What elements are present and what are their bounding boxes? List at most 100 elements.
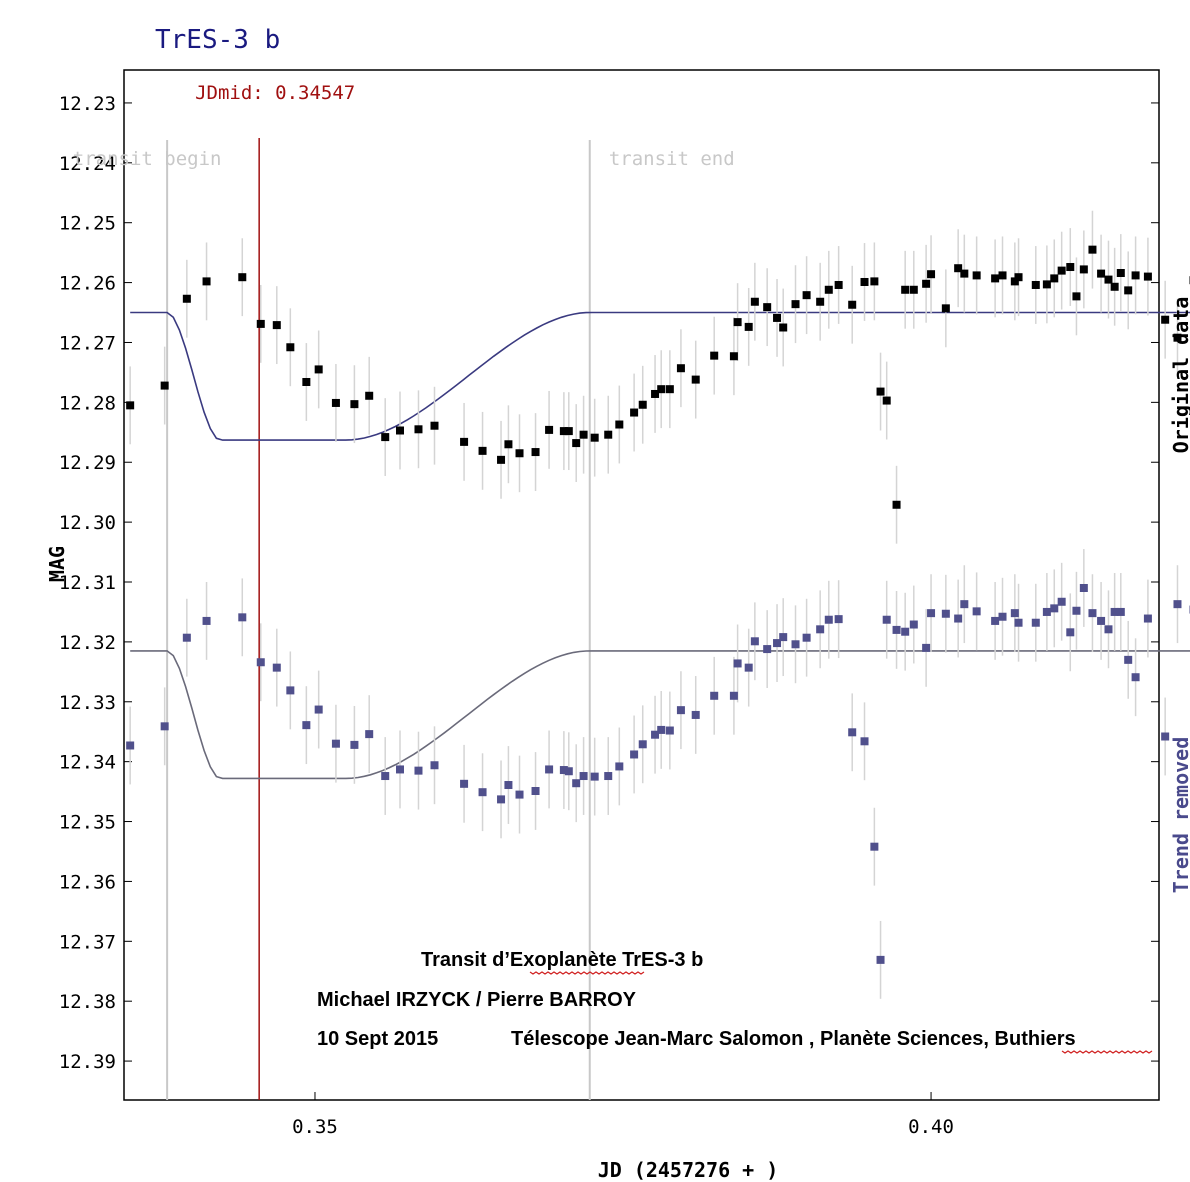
data-point [691, 375, 700, 384]
jdmid-label: JDmid: 0.34547 [195, 82, 355, 104]
data-point [744, 663, 753, 672]
y-tick-label: 12.32 [59, 632, 116, 654]
data-point [638, 740, 647, 749]
data-point [1057, 266, 1066, 275]
data-point [773, 639, 782, 648]
data-point [710, 351, 719, 360]
data-point [1088, 245, 1097, 254]
data-point [1010, 277, 1019, 286]
data-point [1131, 673, 1140, 682]
y-tick-label: 12.37 [59, 931, 116, 953]
data-point [160, 381, 169, 390]
model-curves [130, 311, 1190, 780]
data-point [901, 285, 910, 294]
data-point [998, 612, 1007, 621]
data-point [350, 400, 359, 409]
data-point [1014, 273, 1023, 282]
y-tick-label: 12.29 [59, 452, 116, 474]
y-tick-label: 12.39 [59, 1051, 116, 1073]
data-point [478, 788, 487, 797]
data-point [691, 710, 700, 719]
data-point [1079, 265, 1088, 274]
model-curve-original [130, 311, 1190, 441]
side-label-trend: Trend removed [1169, 737, 1190, 894]
data-point [256, 319, 265, 328]
data-point [1124, 655, 1133, 664]
data-point [238, 613, 247, 622]
data-point [892, 625, 901, 634]
y-tick-label: 12.26 [59, 273, 116, 295]
data-point [564, 767, 573, 776]
data-point [126, 401, 135, 410]
data-point [202, 616, 211, 625]
data-point [901, 627, 910, 636]
data-point [314, 705, 323, 714]
data-point [824, 615, 833, 624]
x-axis-ticks: 0.35 0.40 [292, 1092, 954, 1138]
x-axis-label: JD (2457276 + ) [598, 1158, 779, 1182]
series-trend-removed [126, 549, 1190, 999]
y-tick-label: 12.24 [59, 153, 116, 175]
y-tick-label: 12.34 [59, 752, 116, 774]
data-point [954, 264, 963, 273]
annotation-title: Transit d’Exoplanète TrES-3 b [421, 949, 703, 971]
data-point [729, 352, 738, 361]
data-point [941, 609, 950, 618]
data-point [1031, 280, 1040, 289]
data-point [1014, 618, 1023, 627]
data-point [1110, 282, 1119, 291]
data-point [615, 420, 624, 429]
data-point [991, 274, 1000, 283]
data-point [1143, 272, 1152, 281]
data-point [590, 772, 599, 781]
data-point [314, 365, 323, 374]
data-point [922, 643, 931, 652]
spellcheck-underline [529, 971, 645, 975]
data-point [744, 322, 753, 331]
data-point [1079, 583, 1088, 592]
data-point [272, 321, 281, 330]
data-point [1042, 607, 1051, 616]
data-point [909, 285, 918, 294]
data-point [763, 645, 772, 654]
data-point [733, 318, 742, 327]
data-point [545, 425, 554, 434]
y-tick-label: 12.38 [59, 991, 116, 1013]
data-point [876, 955, 885, 964]
data-point [927, 609, 936, 618]
data-point [1066, 263, 1075, 272]
data-point [564, 427, 573, 436]
data-point [779, 633, 788, 642]
data-point [638, 400, 647, 409]
data-point [773, 313, 782, 322]
y-tick-label: 12.28 [59, 392, 116, 414]
data-point [559, 766, 568, 775]
data-point [331, 739, 340, 748]
data-point [1104, 275, 1113, 284]
y-tick-label: 12.27 [59, 332, 116, 354]
data-point [604, 772, 613, 781]
data-point [497, 455, 506, 464]
data-point [909, 620, 918, 629]
data-point [876, 387, 885, 396]
data-point [160, 722, 169, 731]
data-point [286, 343, 295, 352]
data-point [1143, 614, 1152, 623]
data-point [350, 740, 359, 749]
y-axis-ticks: 12.23 12.24 12.25 12.26 12.27 12.28 12.29 12.30… [59, 93, 1159, 1073]
data-point [892, 500, 901, 509]
data-point [750, 637, 759, 646]
data-point [286, 686, 295, 695]
data-point [1072, 606, 1081, 615]
data-point [927, 270, 936, 279]
data-point [460, 437, 469, 446]
data-point [991, 616, 1000, 625]
data-point [676, 706, 685, 715]
model-curve-trend [130, 650, 1190, 780]
data-point [972, 607, 981, 616]
data-point [834, 615, 843, 624]
data-point [630, 408, 639, 417]
data-point [651, 730, 660, 739]
data-point [998, 271, 1007, 280]
